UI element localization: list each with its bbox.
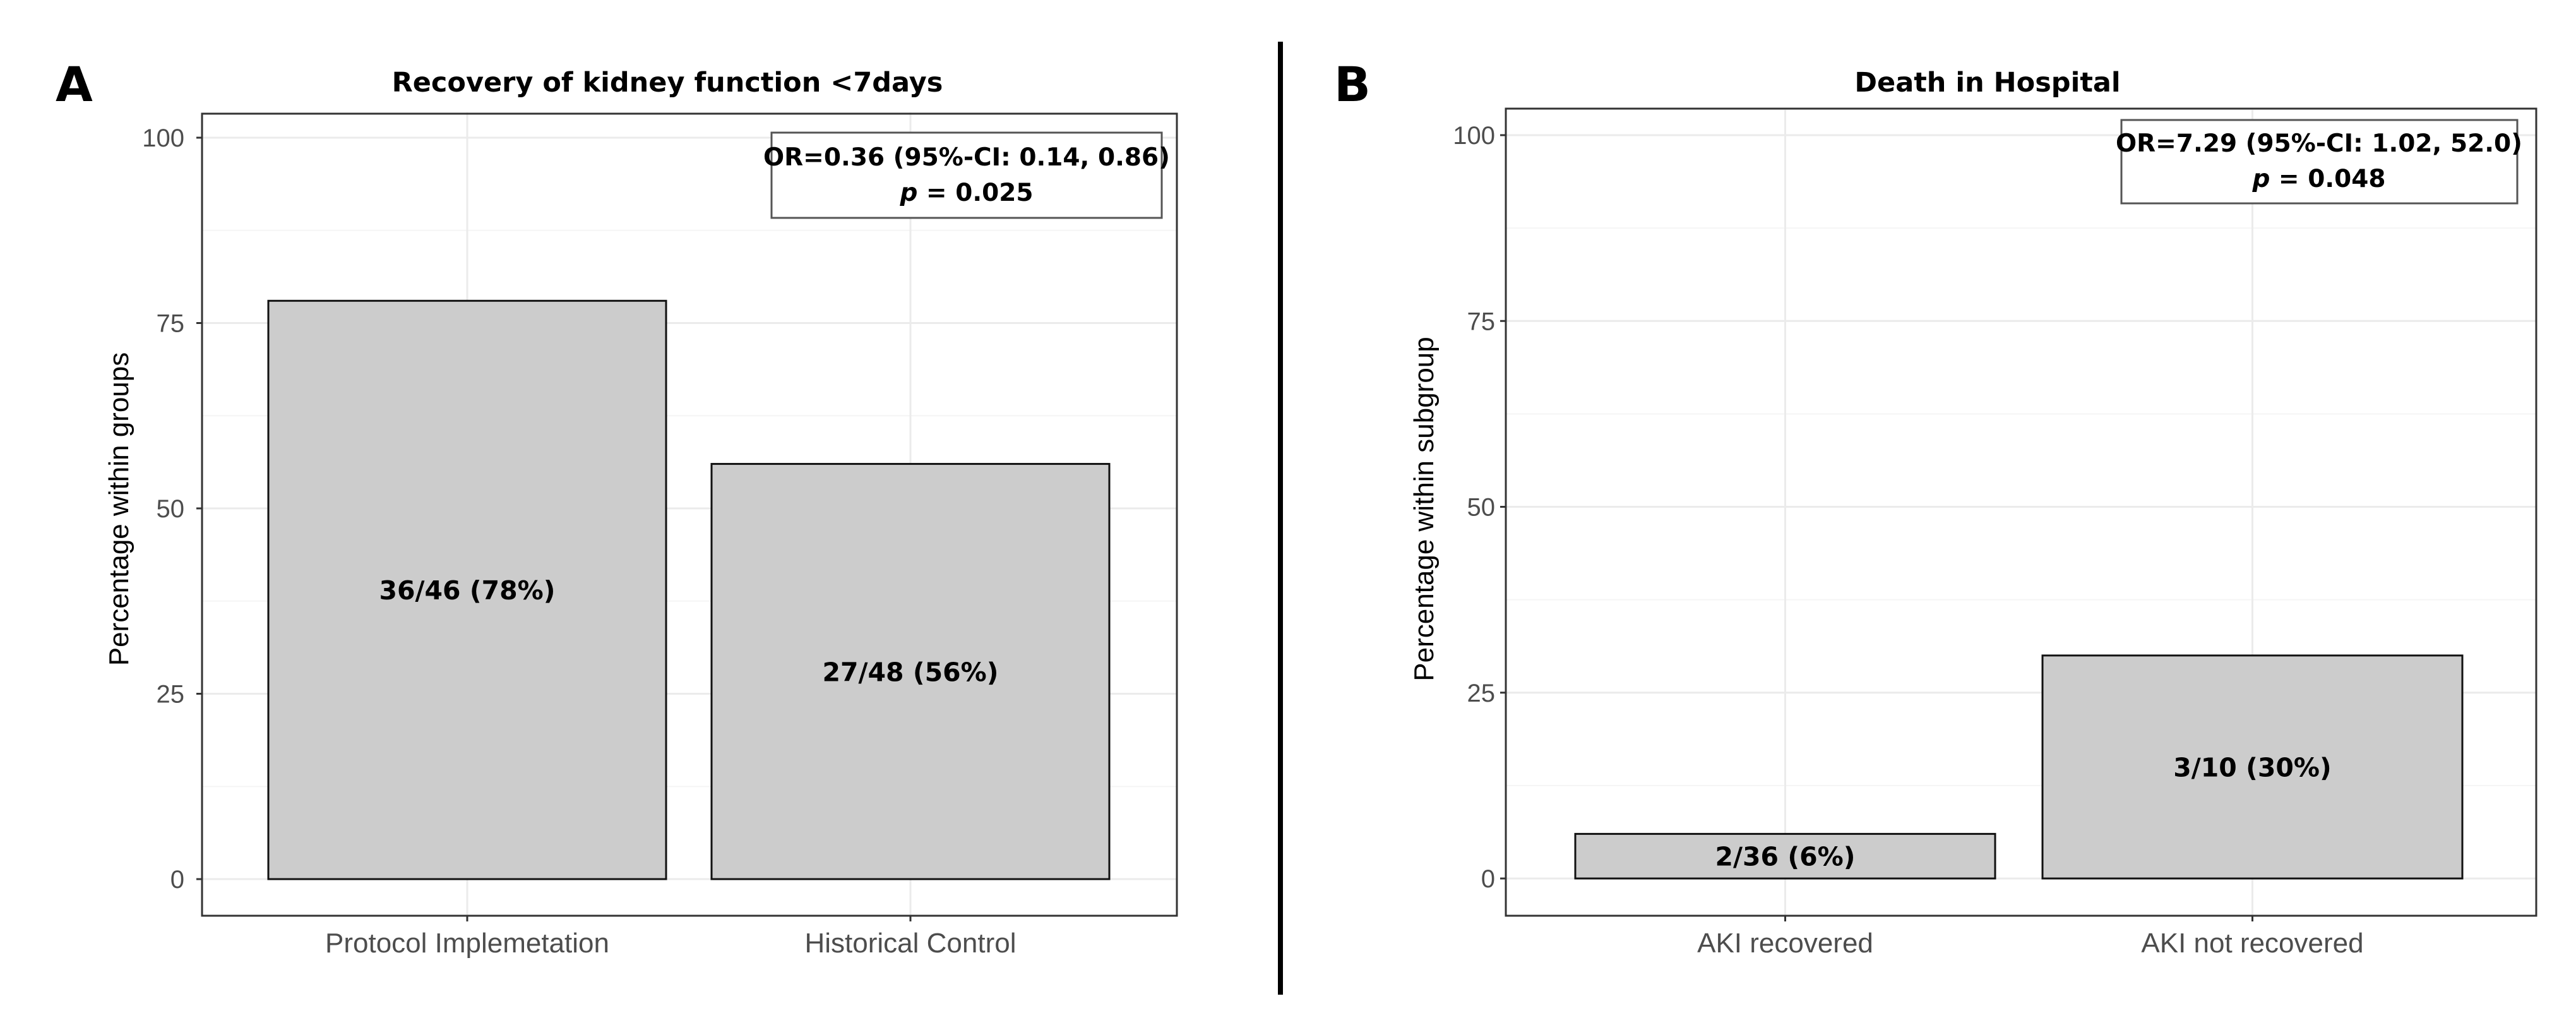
y-tick-label: 25	[157, 681, 185, 709]
bar	[267, 299, 667, 880]
panel-a-y-ticks: 0 25 50 75 100	[142, 124, 202, 894]
bar	[2041, 654, 2464, 880]
panel-a-bars: 36/46 (78%) 27/48 (56%)	[267, 299, 1111, 880]
y-tick-label: 0	[170, 866, 184, 894]
panel-b-p-value: = 0.048	[2270, 165, 2385, 193]
panel-b-bars: 2/36 (6%) 3/10 (30%)	[1574, 654, 2464, 880]
panel-a-annotation-box	[770, 131, 1163, 219]
x-tick-label: AKI recovered	[1697, 928, 1873, 959]
panel-a-annotation: OR=0.36 (95%-CI: 0.14, 0.86) p = 0.025	[763, 131, 1170, 219]
y-tick-label: 100	[142, 124, 184, 152]
bar-data-label: 2/36 (6%)	[1715, 842, 1856, 872]
panel-b-plot-border	[1505, 107, 2537, 917]
panel-a-title: Recovery of kidney function <7days	[392, 67, 943, 99]
panel-a-x-labels: Protocol Implemetation Historical Control	[325, 916, 1016, 959]
x-tick-label: Historical Control	[805, 928, 1017, 959]
panel-b-annotation-or: OR=7.29 (95%-CI: 1.02, 52.0)	[2116, 129, 2522, 158]
bar-data-label: 27/48 (56%)	[823, 657, 999, 687]
panel-a-p-symbol: p	[899, 179, 917, 207]
y-tick-label: 50	[157, 495, 185, 523]
panel-a-plot-border	[201, 112, 1178, 917]
y-tick-label: 75	[1467, 308, 1496, 335]
panel-b: B Death in Hospital 0 25 50 75 100 2/36 (6%)…	[1334, 56, 2537, 959]
bar-data-label: 3/10 (30%)	[2173, 752, 2331, 782]
panel-b-annotation-box	[2120, 119, 2519, 205]
panel-b-label: B	[1334, 56, 1371, 112]
panel-a-annotation-p: p = 0.025	[899, 179, 1033, 207]
panel-a-y-axis-label: Percentage within groups	[104, 352, 134, 666]
panel-b-title: Death in Hospital	[1854, 67, 2120, 99]
panel-a: A Recovery of kidney function <7days 0 25…	[56, 56, 1178, 959]
panel-b-y-ticks: 0 25 50 75 100	[1453, 122, 1506, 893]
y-tick-label: 25	[1467, 680, 1496, 707]
panel-b-annotation: OR=7.29 (95%-CI: 1.02, 52.0) p = 0.048	[2116, 119, 2522, 205]
bar-data-label: 36/46 (78%)	[379, 575, 556, 606]
y-tick-label: 0	[1481, 865, 1495, 893]
bar	[1574, 832, 1996, 880]
panel-b-annotation-p: p = 0.048	[2251, 165, 2385, 193]
panel-b-p-symbol: p	[2251, 165, 2270, 193]
panel-b-y-axis-label: Percentage within subgroup	[1409, 337, 1440, 681]
panel-b-x-labels: AKI recovered AKI not recovered	[1697, 916, 2364, 959]
panel-a-label: A	[56, 56, 93, 112]
x-tick-label: AKI not recovered	[2141, 928, 2363, 959]
panel-a-annotation-or: OR=0.36 (95%-CI: 0.14, 0.86)	[763, 143, 1170, 172]
y-tick-label: 75	[157, 310, 185, 338]
bar	[710, 463, 1111, 880]
y-tick-label: 50	[1467, 494, 1496, 522]
panel-a-p-value: = 0.025	[917, 179, 1033, 207]
y-tick-label: 100	[1453, 122, 1495, 150]
x-tick-label: Protocol Implemetation	[325, 928, 609, 959]
